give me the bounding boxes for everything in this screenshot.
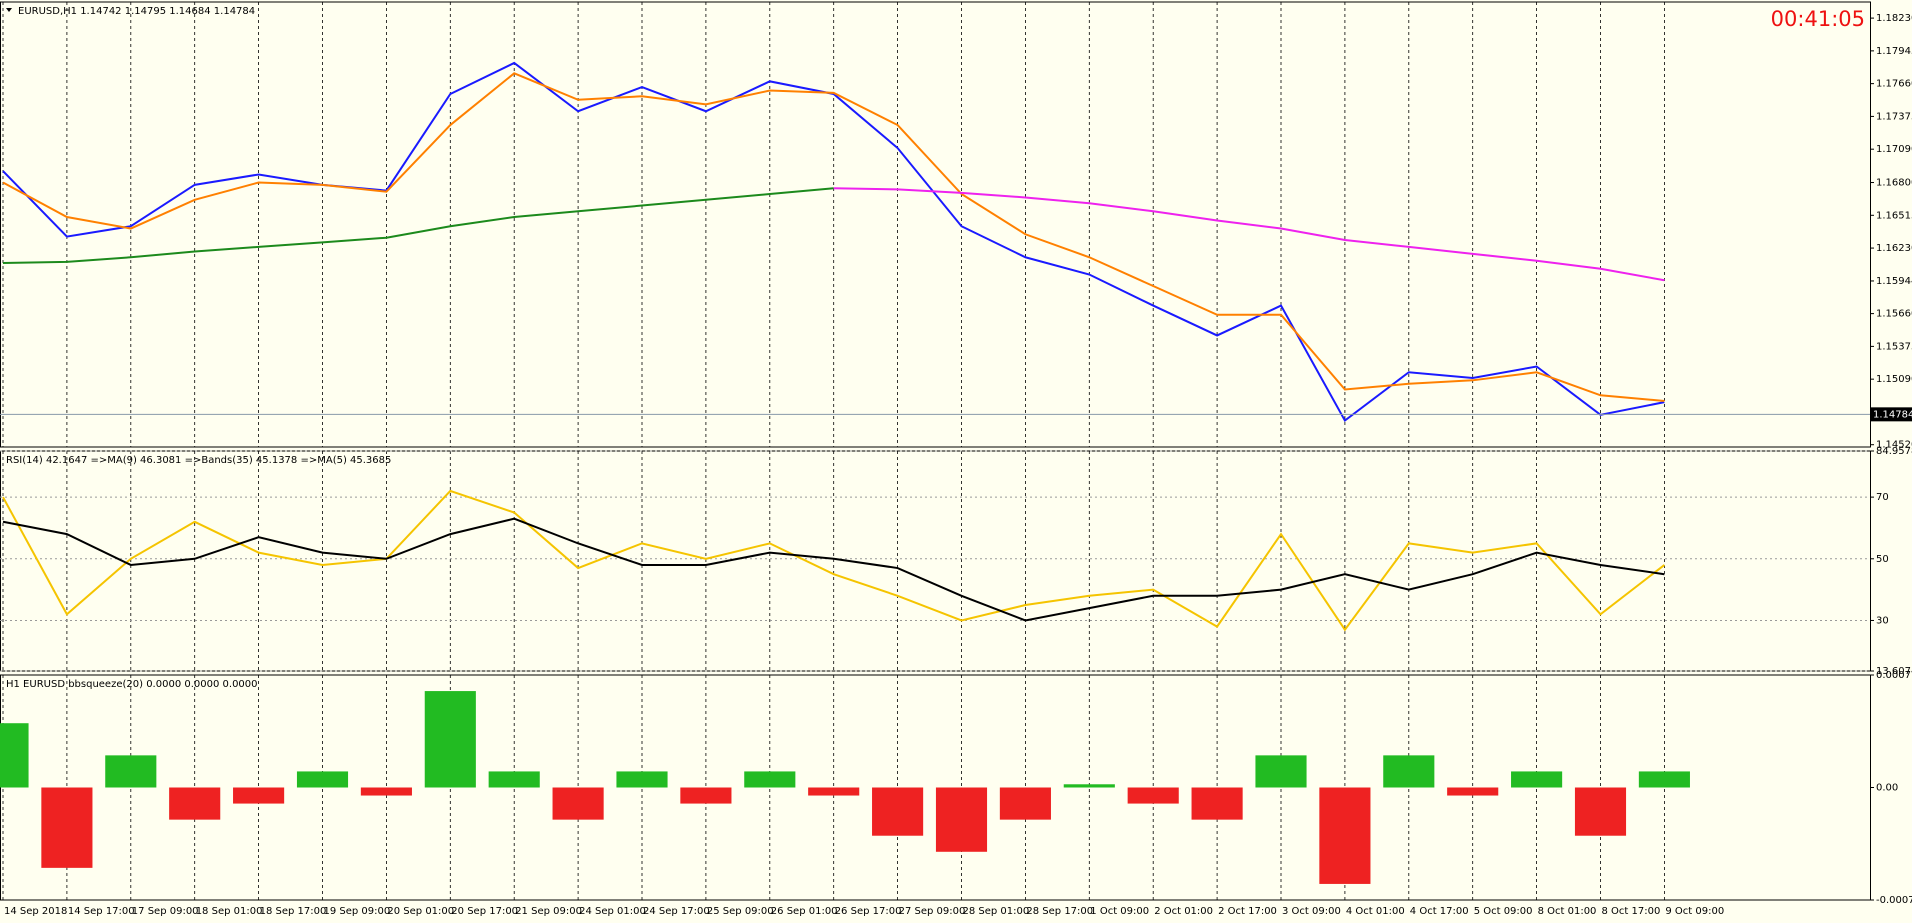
histogram-bar xyxy=(41,787,93,868)
y-tick-label: 1.16800 xyxy=(1876,178,1912,189)
x-tick-label: 20 Sep 01:00 xyxy=(387,906,454,917)
y-tick-label: 30 xyxy=(1876,615,1889,626)
histogram-bar xyxy=(1255,755,1307,788)
histogram-bar xyxy=(233,787,285,804)
histogram-bar xyxy=(1191,787,1243,820)
x-tick-label: 8 Oct 01:00 xyxy=(1538,906,1597,917)
histogram-bar xyxy=(0,723,29,788)
x-tick-label: 28 Sep 01:00 xyxy=(963,906,1030,917)
series-line xyxy=(2,517,1665,622)
histogram-bar xyxy=(105,755,157,788)
panel-title: H1 EURUSD bbsqueeze(20) 0.0000 0.0000 0.… xyxy=(6,679,258,690)
x-tick-label: 28 Sep 17:00 xyxy=(1026,906,1093,917)
y-tick-label: 1.17090 xyxy=(1876,144,1912,155)
x-tick-label: 25 Sep 09:00 xyxy=(707,906,774,917)
x-tick-label: 8 Oct 17:00 xyxy=(1602,906,1661,917)
x-tick-label: 24 Sep 17:00 xyxy=(643,906,710,917)
y-tick-label: 1.15375 xyxy=(1876,341,1912,352)
x-tick-label: 4 Oct 17:00 xyxy=(1410,906,1469,917)
series-line xyxy=(833,187,1665,282)
x-tick-label: 17 Sep 09:00 xyxy=(132,906,199,917)
y-tick-label: -0.0007 xyxy=(1876,895,1912,906)
histogram-bar xyxy=(680,787,732,804)
histogram-bar xyxy=(1063,784,1115,788)
menu-arrow xyxy=(6,8,12,12)
y-tick-label: 1.15090 xyxy=(1876,374,1912,385)
x-tick-label: 18 Sep 17:00 xyxy=(260,906,327,917)
histogram-bar xyxy=(1638,771,1690,788)
panel-title: RSI(14) 42.1647 =>MA(9) 46.3081 =>Bands(… xyxy=(6,455,391,466)
x-tick-label: 9 Oct 09:00 xyxy=(1665,906,1724,917)
histogram-bar xyxy=(744,771,796,788)
histogram-bar xyxy=(1383,755,1435,788)
histogram-bar xyxy=(169,787,221,820)
timer: 00:41:05 xyxy=(1771,7,1865,31)
histogram-bar xyxy=(552,787,604,820)
y-tick-label: 1.16230 xyxy=(1876,243,1912,254)
series-line xyxy=(2,61,1665,423)
x-tick-label: 20 Sep 17:00 xyxy=(451,906,518,917)
x-tick-label: 1 Oct 09:00 xyxy=(1090,906,1149,917)
histogram-bar xyxy=(360,787,412,796)
histogram-bar xyxy=(872,787,924,836)
histogram-bar xyxy=(1574,787,1627,836)
y-tick-label: 1.15660 xyxy=(1876,309,1912,320)
y-tick-label: 1.17375 xyxy=(1876,111,1912,122)
series-line xyxy=(2,72,1665,403)
y-tick-label: 13.6074 xyxy=(1876,666,1912,677)
y-tick-label: 50 xyxy=(1876,554,1889,565)
x-tick-label: 18 Sep 01:00 xyxy=(196,906,263,917)
y-tick-label: 0.00 xyxy=(1876,783,1898,794)
last-price-label: 1.14784 xyxy=(1873,409,1912,420)
series-line xyxy=(2,489,1666,632)
x-tick-label: 19 Sep 09:00 xyxy=(324,906,391,917)
y-tick-label: 84.9578 xyxy=(1876,446,1912,457)
y-tick-label: 0.0007 xyxy=(1876,670,1911,681)
histogram-bar xyxy=(1319,787,1371,884)
y-tick-label: 1.17945 xyxy=(1876,46,1912,57)
y-tick-label: 1.15944 xyxy=(1876,276,1912,287)
series-line xyxy=(2,187,834,265)
x-tick-label: 5 Oct 09:00 xyxy=(1474,906,1533,917)
x-tick-label: 24 Sep 01:00 xyxy=(579,906,646,917)
histogram-bar xyxy=(935,787,988,852)
y-tick-label: 1.14520 xyxy=(1876,440,1912,451)
y-tick-label: 70 xyxy=(1876,492,1889,503)
x-tick-label: 3 Oct 09:00 xyxy=(1282,906,1341,917)
panel-title: EURUSD,H1 1.14742 1.14795 1.14684 1.1478… xyxy=(18,6,255,17)
y-tick-label: 1.18230 xyxy=(1876,13,1912,24)
histogram-bar xyxy=(616,771,668,788)
x-tick-label: 2 Oct 01:00 xyxy=(1154,906,1213,917)
histogram-bar xyxy=(1127,787,1179,804)
histogram-bar xyxy=(999,787,1051,820)
y-tick-label: 1.16515 xyxy=(1876,210,1912,221)
x-tick-label: 14 Sep 2018 xyxy=(4,906,67,917)
panel-frame xyxy=(0,1,1871,448)
histogram-bar xyxy=(808,787,860,796)
histogram-bar xyxy=(296,771,349,788)
x-tick-label: 4 Oct 01:00 xyxy=(1346,906,1405,917)
y-tick-label: 1.17660 xyxy=(1876,79,1912,90)
x-tick-label: 26 Sep 01:00 xyxy=(771,906,838,917)
x-tick-label: 21 Sep 09:00 xyxy=(515,906,582,917)
x-tick-label: 14 Sep 17:00 xyxy=(68,906,135,917)
histogram-bar xyxy=(424,691,476,788)
histogram-bar xyxy=(1511,771,1563,788)
last-price-box xyxy=(1871,407,1912,422)
histogram-bar xyxy=(1447,787,1499,796)
x-tick-label: 26 Sep 17:00 xyxy=(835,906,902,917)
x-tick-label: 2 Oct 17:00 xyxy=(1218,906,1277,917)
x-tick-label: 27 Sep 09:00 xyxy=(899,906,966,917)
histogram-bar xyxy=(488,771,540,788)
